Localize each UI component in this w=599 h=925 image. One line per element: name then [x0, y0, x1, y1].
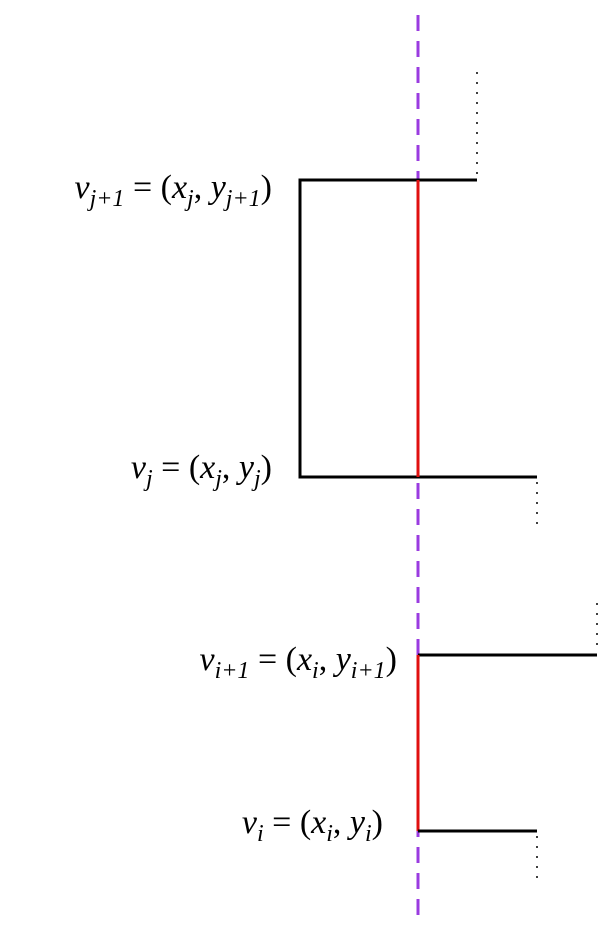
- subscript: j+1: [87, 186, 125, 212]
- label-text: ): [261, 449, 272, 486]
- label-text: = (: [264, 804, 312, 841]
- label-text: y: [236, 449, 255, 486]
- label-text: v: [131, 449, 147, 486]
- label-text: ,: [222, 449, 239, 486]
- label-text: x: [171, 169, 187, 206]
- subscript: j+1: [223, 186, 261, 212]
- subscript: i+1: [351, 658, 386, 684]
- vertex-label: vj+1 = (xj, yj+1): [74, 169, 272, 212]
- subscript: j: [143, 466, 153, 492]
- vertex-label: vi+1 = (xi, yi+1): [199, 641, 397, 684]
- label-text: y: [208, 169, 227, 206]
- label-text: ): [261, 169, 272, 206]
- label-text: ,: [333, 804, 350, 841]
- label-text: = (: [124, 169, 172, 206]
- label-text: ,: [194, 169, 211, 206]
- label-text: v: [74, 169, 90, 206]
- subscript: i: [312, 658, 319, 684]
- vertex-label: vj = (xj, yj): [131, 449, 272, 492]
- vertex-label: vi = (xi, yi): [242, 804, 383, 847]
- label-text: v: [199, 641, 215, 678]
- label-text: x: [199, 449, 215, 486]
- label-text: v: [242, 804, 258, 841]
- subscript: j: [251, 466, 261, 492]
- label-text: y: [333, 641, 352, 678]
- label-text: ,: [319, 641, 336, 678]
- subscript: i: [326, 821, 333, 847]
- label-text: = (: [249, 641, 297, 678]
- subscript: i+1: [215, 658, 250, 684]
- subscript: j: [212, 466, 222, 492]
- label-text: ): [372, 804, 383, 841]
- label-text: = (: [153, 449, 201, 486]
- labels: vj+1 = (xj, yj+1)vj = (xj, yj)vi+1 = (xi…: [74, 169, 397, 847]
- label-text: x: [296, 641, 312, 678]
- label-text: x: [310, 804, 326, 841]
- subscript: i: [365, 821, 372, 847]
- subscript: i: [257, 821, 264, 847]
- label-text: y: [347, 804, 366, 841]
- subscript: j: [184, 186, 194, 212]
- label-text: ): [386, 641, 397, 678]
